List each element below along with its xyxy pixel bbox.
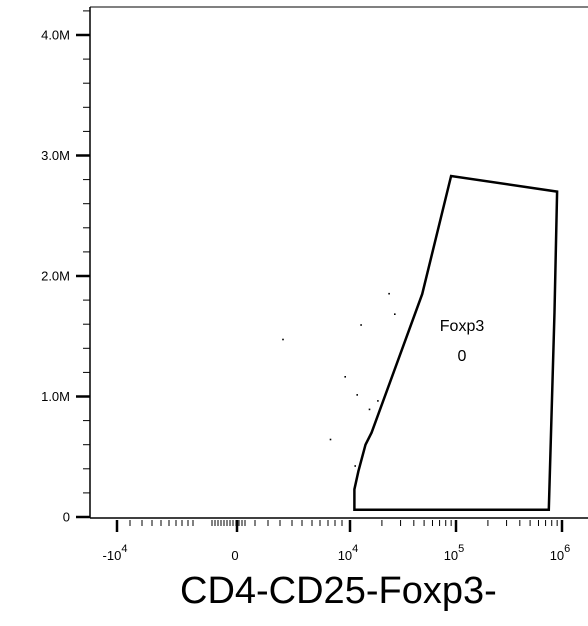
y-tick-label: 4.0M: [41, 28, 70, 43]
data-point: [354, 465, 356, 467]
x-tick-label: 104: [338, 543, 359, 563]
x-tick-label: 106: [550, 543, 571, 563]
gate-name-label: Foxp3: [440, 318, 485, 335]
data-point: [368, 408, 371, 411]
x-tick-label: -104: [103, 543, 128, 563]
y-tick-label: 3.0M: [41, 148, 70, 163]
x-axis: -104 0 104 105 106: [103, 520, 571, 563]
data-point: [329, 438, 332, 441]
data-point: [394, 313, 396, 315]
data-point: [388, 292, 390, 295]
x-tick-label: 105: [444, 543, 465, 563]
gates: Foxp3 0: [353, 174, 559, 512]
y-tick-label: 1.0M: [41, 389, 70, 404]
gate-polygon[interactable]: [353, 174, 559, 512]
x-axis-title: CD4-CD25-Foxp3-: [180, 570, 497, 612]
gate-value-label: 0: [458, 348, 467, 365]
data-point: [356, 394, 358, 396]
y-tick-label: 0: [63, 510, 70, 525]
plot-frame: [89, 6, 588, 519]
data-point: [360, 324, 362, 326]
data-point: [282, 338, 284, 341]
x-tick-label: 0: [231, 548, 238, 563]
data-points: [282, 292, 396, 467]
data-point: [344, 376, 346, 378]
y-axis: 0 1.0M 2.0M 3.0M 4.0M: [41, 10, 90, 525]
data-point: [377, 400, 379, 402]
y-tick-label: 2.0M: [41, 269, 70, 284]
